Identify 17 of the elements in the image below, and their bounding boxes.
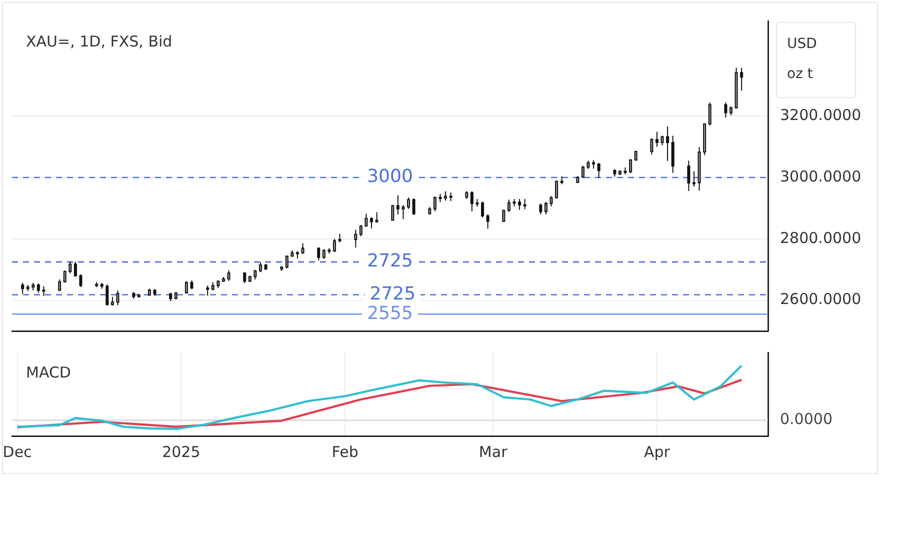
x-tick-label: Apr	[644, 442, 671, 461]
x-tick-label: 2025	[162, 442, 200, 461]
x-tick-label: Dec	[2, 442, 32, 461]
y-tick-label: 3200.0000	[780, 106, 862, 124]
ref-line-label: 2725	[367, 250, 413, 272]
y-tick-label: 2800.0000	[780, 228, 862, 247]
annotation: 2725	[370, 283, 416, 304]
y-tick-label: 2600.0000	[780, 290, 862, 308]
chart-title: MACD	[26, 363, 71, 382]
ref-line-label: 3000	[367, 166, 413, 188]
x-tick-label: Mar	[478, 442, 508, 461]
y-axis-title: USD oz t	[776, 22, 856, 98]
ref-line-label: 0.0000	[780, 410, 832, 428]
y-tick-label: 3000.0000	[780, 167, 862, 186]
x-tick-label: Feb	[332, 442, 358, 461]
ref-line-label: 2555	[367, 302, 413, 324]
text: XAU=, 1D, FXS, Bid	[26, 32, 172, 50]
